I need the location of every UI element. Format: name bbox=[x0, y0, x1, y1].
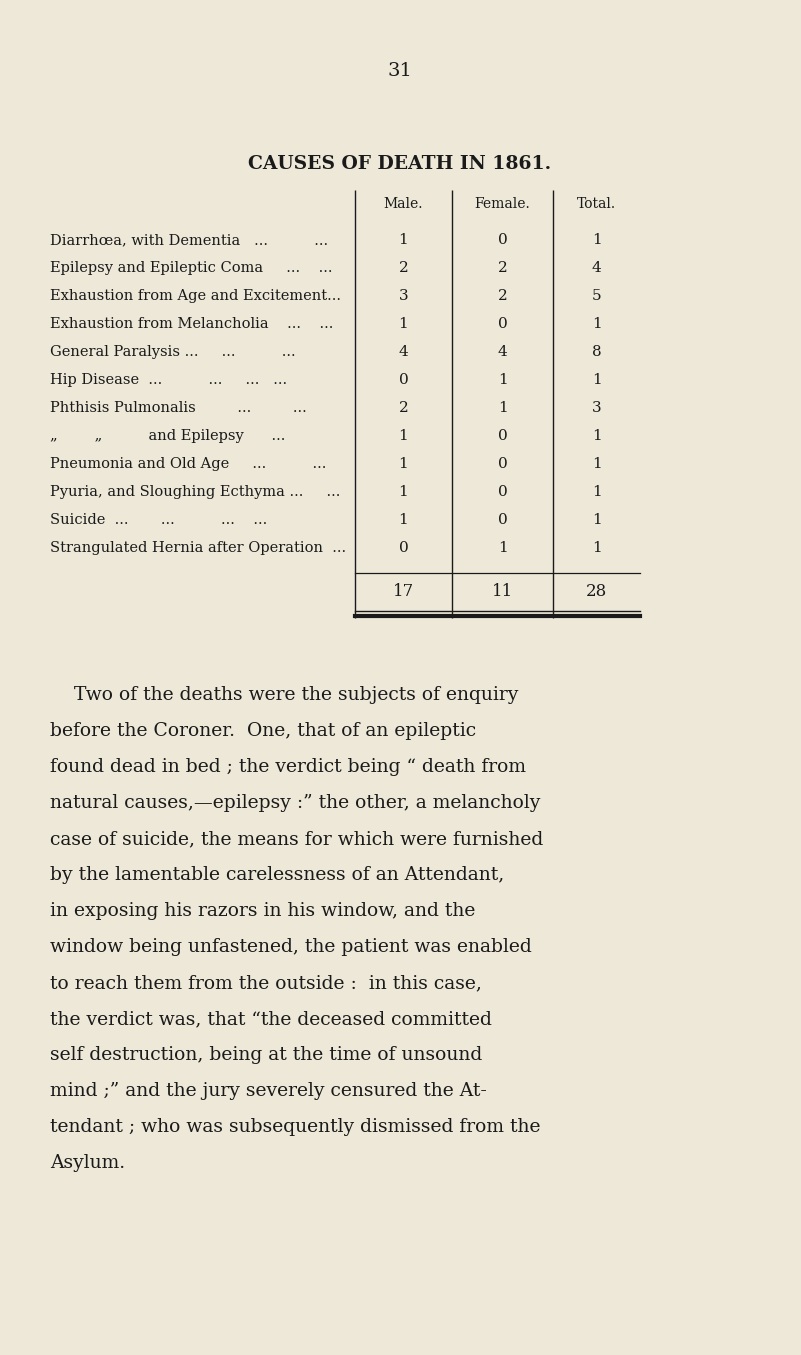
Text: 4: 4 bbox=[497, 346, 507, 359]
Text: 1: 1 bbox=[592, 485, 602, 499]
Text: 1: 1 bbox=[399, 485, 409, 499]
Text: Exhaustion from Age and Excitement...: Exhaustion from Age and Excitement... bbox=[50, 289, 341, 304]
Text: 11: 11 bbox=[492, 583, 513, 600]
Text: 4: 4 bbox=[399, 346, 409, 359]
Text: 1: 1 bbox=[399, 317, 409, 331]
Text: 0: 0 bbox=[497, 233, 507, 247]
Text: General Paralysis ...     ...          ...: General Paralysis ... ... ... bbox=[50, 346, 296, 359]
Text: Pneumonia and Old Age     ...          ...: Pneumonia and Old Age ... ... bbox=[50, 457, 326, 472]
Text: natural causes,—epilepsy :” the other, a melancholy: natural causes,—epilepsy :” the other, a… bbox=[50, 794, 541, 812]
Text: CAUSES OF DEATH IN 1861.: CAUSES OF DEATH IN 1861. bbox=[248, 154, 552, 173]
Text: 1: 1 bbox=[592, 373, 602, 388]
Text: 1: 1 bbox=[592, 233, 602, 247]
Text: 3: 3 bbox=[592, 401, 602, 415]
Text: in exposing his razors in his window, and the: in exposing his razors in his window, an… bbox=[50, 902, 475, 920]
Text: 8: 8 bbox=[592, 346, 602, 359]
Text: 0: 0 bbox=[497, 430, 507, 443]
Text: 1: 1 bbox=[399, 233, 409, 247]
Text: 1: 1 bbox=[592, 317, 602, 331]
Text: case of suicide, the means for which were furnished: case of suicide, the means for which wer… bbox=[50, 831, 543, 848]
Text: 28: 28 bbox=[586, 583, 607, 600]
Text: 4: 4 bbox=[592, 262, 602, 275]
Text: tendant ; who was subsequently dismissed from the: tendant ; who was subsequently dismissed… bbox=[50, 1118, 541, 1135]
Text: Male.: Male. bbox=[384, 196, 423, 211]
Text: 0: 0 bbox=[497, 457, 507, 472]
Text: the verdict was, that “the deceased committed: the verdict was, that “the deceased comm… bbox=[50, 1009, 492, 1028]
Text: Asylum.: Asylum. bbox=[50, 1154, 125, 1172]
Text: found dead in bed ; the verdict being “ death from: found dead in bed ; the verdict being “ … bbox=[50, 757, 526, 776]
Text: Two of the deaths were the subjects of enquiry: Two of the deaths were the subjects of e… bbox=[50, 686, 518, 705]
Text: 1: 1 bbox=[399, 514, 409, 527]
Text: 2: 2 bbox=[399, 262, 409, 275]
Text: Epilepsy and Epileptic Coma     ...    ...: Epilepsy and Epileptic Coma ... ... bbox=[50, 262, 332, 275]
Text: to reach them from the outside :  in this case,: to reach them from the outside : in this… bbox=[50, 974, 482, 992]
Text: Suicide  ...       ...          ...    ...: Suicide ... ... ... ... bbox=[50, 514, 268, 527]
Text: 1: 1 bbox=[497, 541, 507, 556]
Text: 2: 2 bbox=[497, 289, 507, 304]
Text: 0: 0 bbox=[497, 317, 507, 331]
Text: self destruction, being at the time of unsound: self destruction, being at the time of u… bbox=[50, 1046, 482, 1064]
Text: Hip Disease  ...          ...     ...   ...: Hip Disease ... ... ... ... bbox=[50, 373, 287, 388]
Text: 1: 1 bbox=[399, 457, 409, 472]
Text: before the Coroner.  One, that of an epileptic: before the Coroner. One, that of an epil… bbox=[50, 722, 476, 740]
Text: 3: 3 bbox=[399, 289, 409, 304]
Text: Phthisis Pulmonalis         ...         ...: Phthisis Pulmonalis ... ... bbox=[50, 401, 307, 415]
Text: Total.: Total. bbox=[577, 196, 616, 211]
Text: 1: 1 bbox=[592, 514, 602, 527]
Text: 5: 5 bbox=[592, 289, 602, 304]
Text: 1: 1 bbox=[592, 541, 602, 556]
Text: by the lamentable carelessness of an Attendant,: by the lamentable carelessness of an Att… bbox=[50, 866, 505, 883]
Text: Female.: Female. bbox=[475, 196, 530, 211]
Text: 1: 1 bbox=[592, 430, 602, 443]
Text: 0: 0 bbox=[399, 373, 409, 388]
Text: „        „          and Epilepsy      ...: „ „ and Epilepsy ... bbox=[50, 430, 285, 443]
Text: 17: 17 bbox=[392, 583, 414, 600]
Text: 0: 0 bbox=[497, 485, 507, 499]
Text: 1: 1 bbox=[497, 401, 507, 415]
Text: 0: 0 bbox=[399, 541, 409, 556]
Text: 1: 1 bbox=[497, 373, 507, 388]
Text: Exhaustion from Melancholia    ...    ...: Exhaustion from Melancholia ... ... bbox=[50, 317, 333, 331]
Text: Pyuria, and Sloughing Ecthyma ...     ...: Pyuria, and Sloughing Ecthyma ... ... bbox=[50, 485, 340, 499]
Text: Diarrhœa, with Dementia   ...          ...: Diarrhœa, with Dementia ... ... bbox=[50, 233, 328, 247]
Text: 0: 0 bbox=[497, 514, 507, 527]
Text: Strangulated Hernia after Operation  ...: Strangulated Hernia after Operation ... bbox=[50, 541, 346, 556]
Text: 2: 2 bbox=[497, 262, 507, 275]
Text: 1: 1 bbox=[399, 430, 409, 443]
Text: 1: 1 bbox=[592, 457, 602, 472]
Text: window being unfastened, the patient was enabled: window being unfastened, the patient was… bbox=[50, 938, 532, 957]
Text: 2: 2 bbox=[399, 401, 409, 415]
Text: 31: 31 bbox=[388, 62, 413, 80]
Text: mind ;” and the jury severely censured the At-: mind ;” and the jury severely censured t… bbox=[50, 1083, 487, 1100]
